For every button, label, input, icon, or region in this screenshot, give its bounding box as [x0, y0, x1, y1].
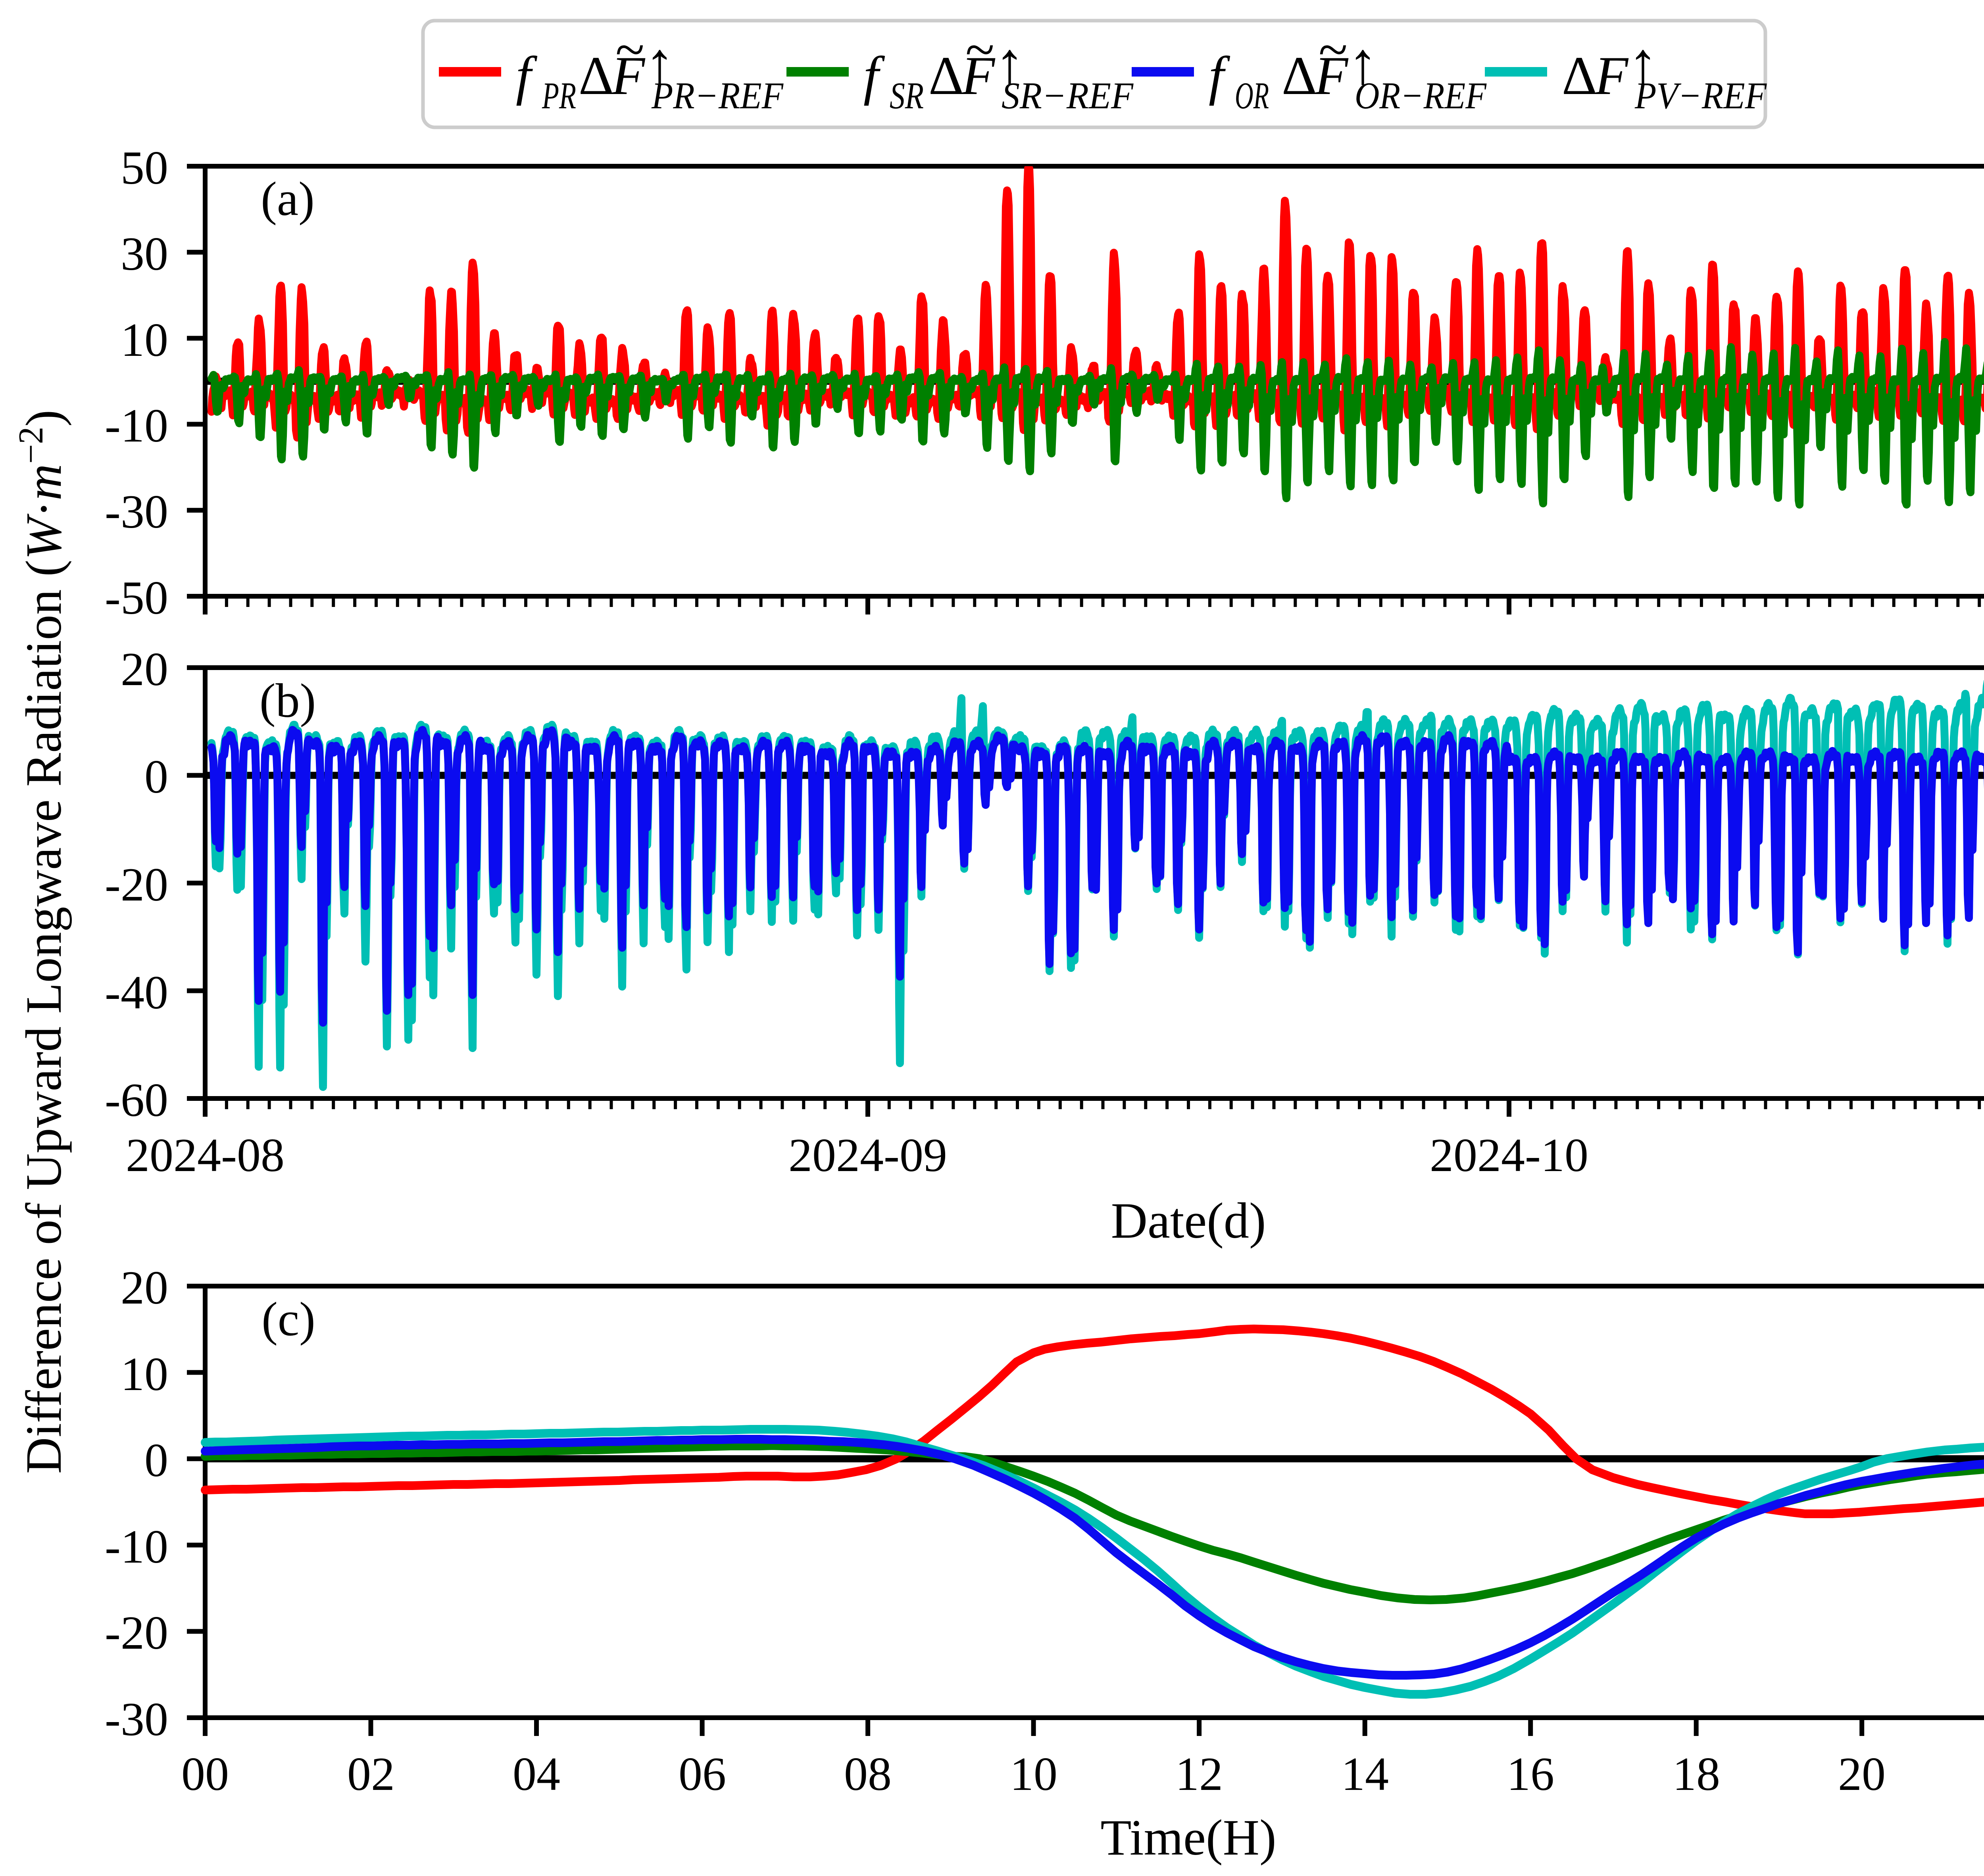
svg-text:↑: ↑ — [1628, 31, 1658, 96]
svg-text:F: F — [1594, 45, 1629, 106]
svg-text:-50: -50 — [105, 571, 168, 624]
svg-text:(a): (a) — [261, 172, 314, 226]
svg-text:-40: -40 — [105, 966, 168, 1019]
svg-text:~: ~ — [1319, 20, 1348, 79]
svg-text:04: 04 — [513, 1747, 560, 1800]
svg-text:Δ: Δ — [929, 45, 964, 106]
svg-text:F: F — [611, 45, 646, 106]
svg-text:0: 0 — [144, 1434, 168, 1486]
svg-text:0: 0 — [144, 750, 168, 803]
svg-text:10: 10 — [121, 1348, 168, 1400]
svg-text:30: 30 — [121, 227, 168, 280]
svg-text:SR−REF: SR−REF — [1002, 75, 1134, 117]
svg-text:50: 50 — [121, 141, 168, 194]
svg-text:↑: ↑ — [645, 31, 675, 96]
svg-text:12: 12 — [1175, 1747, 1223, 1800]
svg-text:16: 16 — [1507, 1747, 1554, 1800]
svg-text:08: 08 — [844, 1747, 892, 1800]
svg-text:Δ: Δ — [579, 45, 614, 106]
svg-text:2024-09: 2024-09 — [788, 1129, 947, 1181]
svg-text:Δ: Δ — [1562, 45, 1597, 106]
svg-text:↑: ↑ — [995, 31, 1025, 96]
svg-text:14: 14 — [1341, 1747, 1389, 1800]
svg-text:02: 02 — [347, 1747, 395, 1800]
svg-text:~: ~ — [965, 20, 994, 79]
svg-text:-20: -20 — [105, 1606, 168, 1659]
svg-text:-20: -20 — [105, 858, 168, 911]
svg-text:00: 00 — [181, 1747, 229, 1800]
svg-text:-30: -30 — [105, 485, 168, 538]
svg-text:20: 20 — [121, 1261, 168, 1314]
svg-text:OR: OR — [1235, 75, 1269, 117]
svg-text:Δ: Δ — [1282, 45, 1317, 106]
svg-text:-60: -60 — [105, 1073, 168, 1126]
svg-text:2024-08: 2024-08 — [126, 1129, 285, 1181]
svg-text:PR: PR — [542, 75, 576, 117]
svg-text:2024-10: 2024-10 — [1430, 1129, 1588, 1181]
svg-text:OR−REF: OR−REF — [1355, 75, 1487, 117]
svg-text:06: 06 — [679, 1747, 726, 1800]
svg-text:10: 10 — [1010, 1747, 1057, 1800]
svg-text:~: ~ — [615, 20, 644, 79]
svg-text:↑: ↑ — [1348, 31, 1378, 96]
svg-text:-10: -10 — [105, 1520, 168, 1573]
svg-text:F: F — [961, 45, 996, 106]
svg-text:20: 20 — [121, 643, 168, 695]
svg-text:F: F — [1314, 45, 1349, 106]
svg-text:-30: -30 — [105, 1693, 168, 1745]
svg-text:10: 10 — [121, 313, 168, 366]
svg-text:(b): (b) — [260, 674, 316, 728]
svg-text:(c): (c) — [261, 1292, 315, 1346]
svg-text:Difference of Upward Longwave: Difference of Upward Longwave Radiation … — [12, 410, 72, 1474]
svg-text:PR−REF: PR−REF — [651, 75, 784, 117]
svg-text:18: 18 — [1673, 1747, 1720, 1800]
svg-text:-10: -10 — [105, 399, 168, 452]
svg-text:Date(d): Date(d) — [1111, 1192, 1266, 1249]
svg-text:PV−REF: PV−REF — [1634, 75, 1767, 117]
svg-text:20: 20 — [1838, 1747, 1886, 1800]
svg-text:Time(H): Time(H) — [1100, 1809, 1276, 1866]
svg-text:SR: SR — [890, 75, 924, 117]
